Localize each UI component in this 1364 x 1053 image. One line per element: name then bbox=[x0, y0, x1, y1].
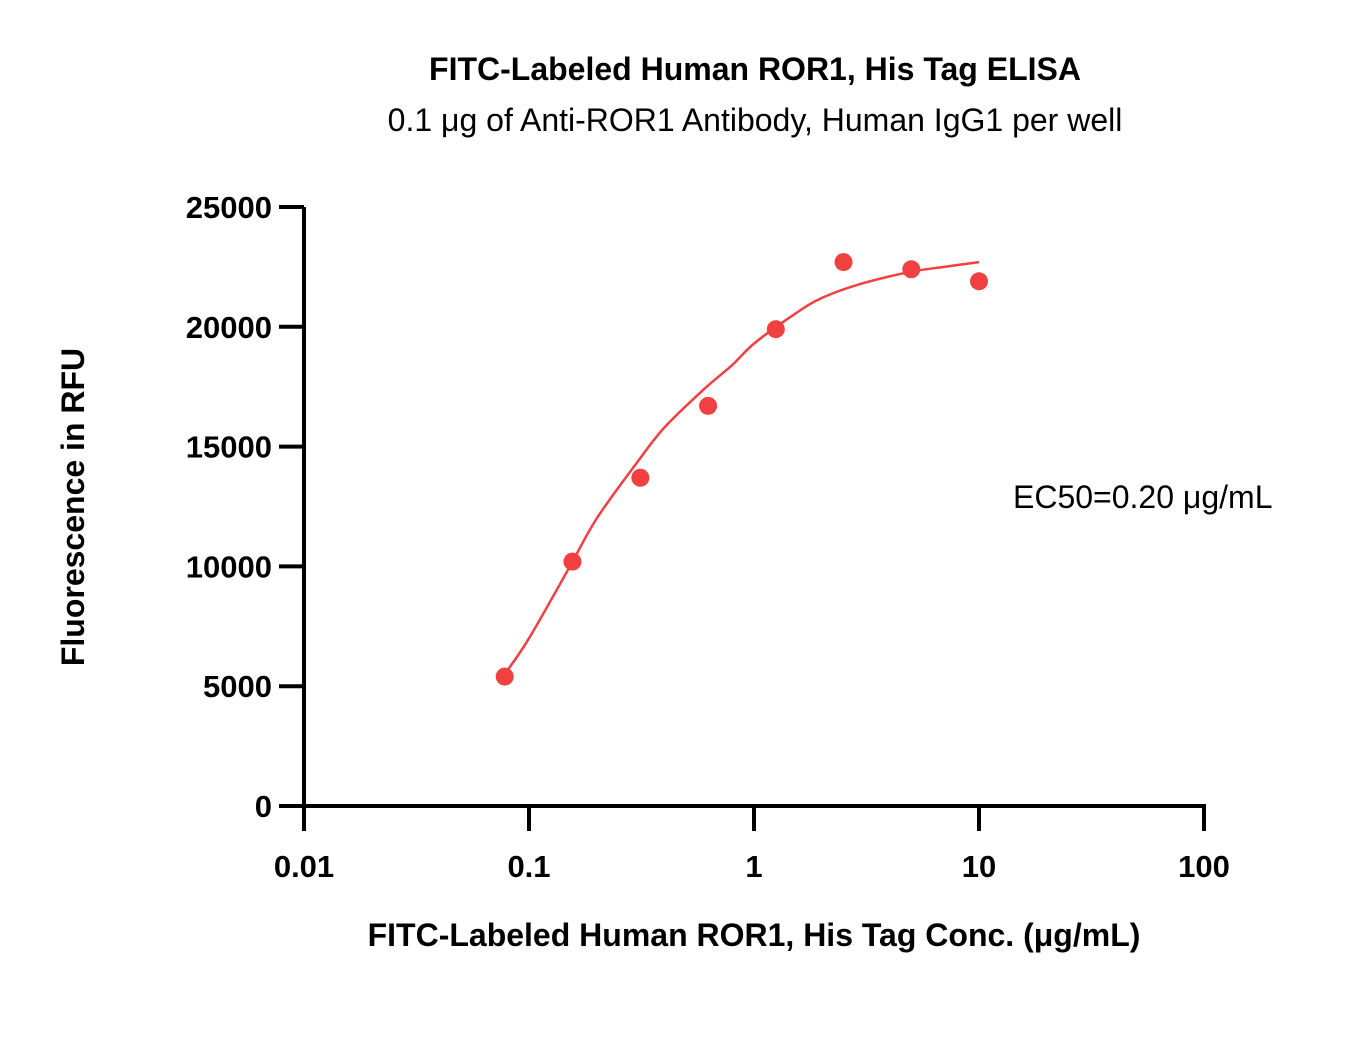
data-point bbox=[766, 320, 785, 339]
x-axis-label: FITC-Labeled Human ROR1, His Tag Conc. (… bbox=[368, 917, 1141, 953]
ec50-annotation: EC50=0.20 μg/mL bbox=[1013, 479, 1272, 515]
chart-title: FITC-Labeled Human ROR1, His Tag ELISA bbox=[429, 51, 1081, 87]
x-tick-label: 100 bbox=[1178, 849, 1230, 884]
y-tick-label: 20000 bbox=[186, 310, 272, 345]
y-tick-label: 10000 bbox=[186, 549, 272, 584]
y-tick-label: 5000 bbox=[203, 669, 272, 704]
data-point bbox=[902, 260, 921, 279]
y-tick-label: 25000 bbox=[186, 190, 272, 225]
x-tick-label: 10 bbox=[962, 849, 996, 884]
y-tick-label: 0 bbox=[255, 789, 272, 824]
fit-curve bbox=[503, 260, 980, 675]
data-point bbox=[495, 667, 514, 686]
fit-curve-layer bbox=[503, 260, 980, 675]
chart-subtitle: 0.1 μg of Anti-ROR1 Antibody, Human IgG1… bbox=[388, 102, 1123, 138]
x-tick-label: 0.1 bbox=[507, 849, 550, 884]
data-points-layer bbox=[495, 253, 988, 686]
data-point bbox=[834, 253, 853, 272]
y-axis: 0 5000 10000 15000 20000 25000 bbox=[186, 190, 306, 824]
data-point bbox=[631, 468, 650, 487]
x-axis: 0.01 0.1 1 10 100 bbox=[274, 804, 1230, 884]
data-point bbox=[563, 552, 582, 571]
x-tick-label: 0.01 bbox=[274, 849, 334, 884]
data-point bbox=[970, 272, 988, 291]
y-tick-label: 15000 bbox=[186, 430, 272, 465]
x-tick-label: 1 bbox=[745, 849, 762, 884]
data-point bbox=[699, 396, 718, 415]
y-axis-label: Fluorescence in RFU bbox=[55, 348, 91, 666]
